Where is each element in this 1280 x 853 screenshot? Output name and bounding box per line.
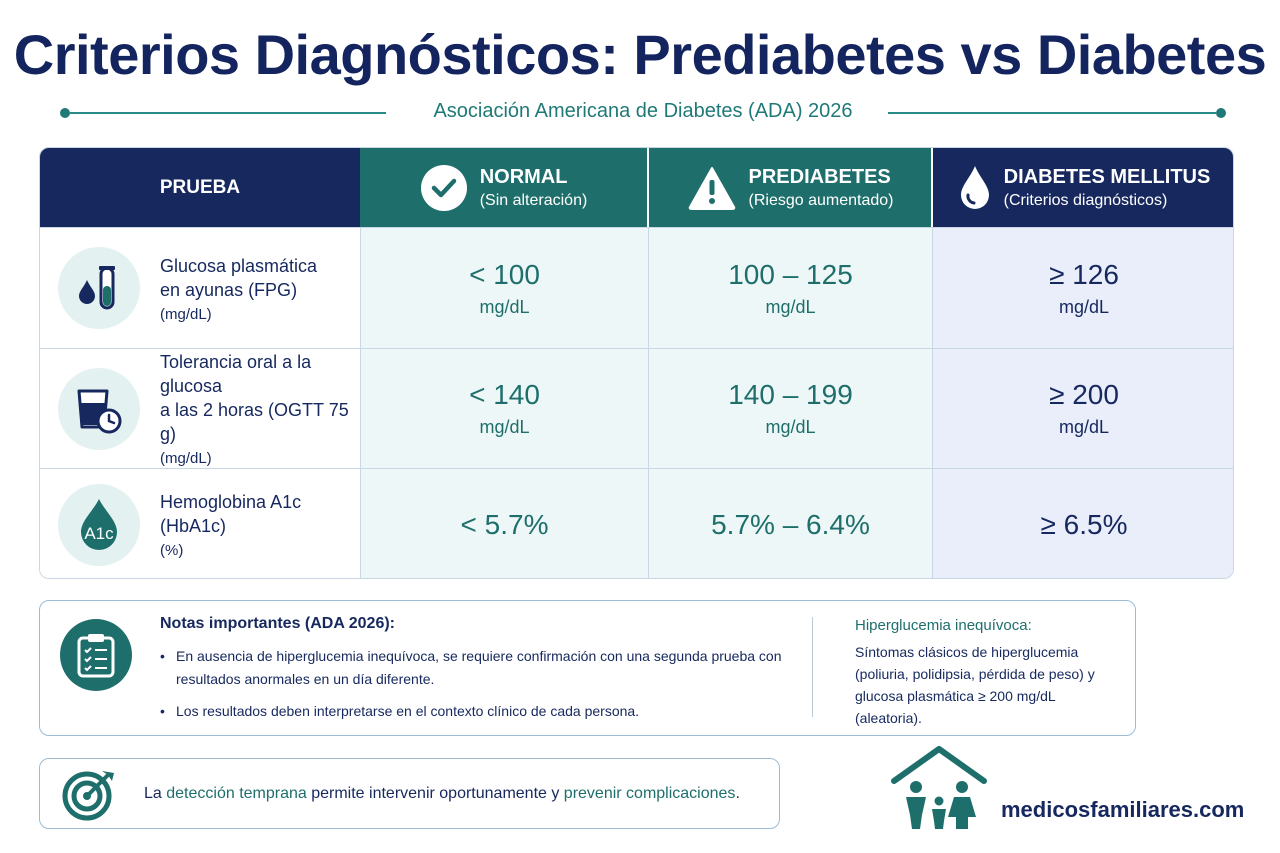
prediabetes-cell: 5.7% – 6.4% xyxy=(648,469,932,578)
test-unit: (mg/dL) xyxy=(160,305,212,323)
test-name: a las 2 horas (OGTT 75 g) xyxy=(160,400,349,444)
glass-clock-icon xyxy=(58,367,140,450)
tip-part: . xyxy=(735,784,740,802)
prediabetes-value: 140 – 199 xyxy=(728,379,853,410)
header-prediabetes-subtitle: (Riesgo aumentado) xyxy=(748,191,894,209)
family-house-icon xyxy=(891,746,987,829)
header-test: PRUEBA xyxy=(40,148,360,227)
tip-highlight: prevenir complicaciones xyxy=(563,784,736,802)
test-unit: (mg/dL) xyxy=(160,450,212,467)
list-item: Los resultados deben interpretarse en el… xyxy=(160,700,800,723)
value-unit: mg/dL xyxy=(765,417,816,437)
prediabetes-cell: 100 – 125 mg/dL xyxy=(648,228,932,348)
value-unit: mg/dL xyxy=(479,417,530,437)
warning-triangle-icon xyxy=(688,166,735,210)
page-title: Criterios Diagnósticos: Prediabetes vs D… xyxy=(13,23,1267,86)
header-diabetes-subtitle: (Criterios diagnósticos) xyxy=(1003,191,1168,209)
tip-highlight: detección temprana xyxy=(166,784,307,802)
notes-title: Notas importantes (ADA 2026): xyxy=(160,615,396,632)
header-normal-subtitle: (Sin alteración) xyxy=(479,191,588,209)
prediabetes-value: 5.7% – 6.4% xyxy=(711,508,870,540)
list-item: En ausencia de hiperglucemia inequívoca,… xyxy=(160,645,800,691)
test-cell: Glucosa plasmática en ayunas (FPG) (mg/d… xyxy=(40,228,360,348)
target-icon xyxy=(62,770,114,820)
table-row: Tolerancia oral a la glucosa a las 2 hor… xyxy=(40,348,1233,468)
test-cell: Tolerancia oral a la glucosa a las 2 hor… xyxy=(40,349,360,468)
tip-text: La detección temprana permite intervenir… xyxy=(144,785,740,803)
test-name: Hemoglobina A1c xyxy=(160,492,302,512)
normal-value: < 100 xyxy=(469,258,540,290)
brand-name[interactable]: medicosfamiliares.com xyxy=(1001,797,1245,822)
diabetes-value: ≥ 200 xyxy=(1049,379,1119,410)
hyperglycemia-text: Síntomas clásicos de hiperglucemia (poli… xyxy=(855,644,1095,726)
page-subtitle: Asociación Americana de Diabetes (ADA) 2… xyxy=(433,100,853,122)
table-header: PRUEBA NORMAL (Sin alteración) xyxy=(40,148,1233,227)
diabetes-cell: ≥ 200 mg/dL xyxy=(932,349,1233,468)
a1c-label: A1c xyxy=(84,524,114,543)
table-row: A1c Hemoglobina A1c (HbA1c) (%) < 5.7% 5… xyxy=(40,468,1233,578)
a1c-drop-icon: A1c xyxy=(58,483,140,566)
normal-value: < 5.7% xyxy=(460,508,549,540)
value-unit: mg/dL xyxy=(765,296,816,317)
tip-part: permite intervenir oportunamente y xyxy=(306,784,564,802)
notes-divider xyxy=(812,617,813,717)
brand-logo[interactable]: medicosfamiliares.com xyxy=(890,743,1244,833)
tip-box: La detección temprana permite intervenir… xyxy=(39,758,780,829)
clipboard-checklist-icon xyxy=(60,619,132,691)
test-name: Tolerancia oral a la glucosa xyxy=(160,352,312,396)
normal-cell: < 5.7% xyxy=(360,469,648,578)
test-cell: A1c Hemoglobina A1c (HbA1c) (%) xyxy=(40,469,360,578)
normal-value: < 140 xyxy=(469,379,540,410)
normal-cell: < 140 mg/dL xyxy=(360,349,648,468)
diabetes-value: ≥ 126 xyxy=(1049,258,1119,290)
blood-drop-test-tube-icon xyxy=(58,247,140,329)
header-diabetes-title: DIABETES MELLITUS xyxy=(1003,165,1211,188)
prediabetes-cell: 140 – 199 mg/dL xyxy=(648,349,932,468)
divider-dot xyxy=(1216,108,1226,118)
test-unit: (%) xyxy=(160,542,184,559)
header-prediabetes: PREDIABETES (Riesgo aumentado) xyxy=(649,148,931,227)
hyperglycemia-title: Hiperglucemia inequívoca: xyxy=(855,617,1032,634)
normal-cell: < 100 mg/dL xyxy=(360,228,648,348)
test-name: (HbA1c) xyxy=(160,516,227,536)
diabetes-cell: ≥ 6.5% xyxy=(932,469,1233,578)
value-unit: mg/dL xyxy=(1058,296,1110,317)
header-prediabetes-title: PREDIABETES xyxy=(748,165,891,188)
table-row: Glucosa plasmática en ayunas (FPG) (mg/d… xyxy=(40,227,1233,348)
notes-list: En ausencia de hiperglucemia inequívoca,… xyxy=(160,645,800,732)
divider-line xyxy=(888,112,1216,114)
divider-dot xyxy=(60,108,70,118)
divider-line xyxy=(70,112,386,114)
diabetes-cell: ≥ 126 mg/dL xyxy=(932,228,1233,348)
notes-box: Notas importantes (ADA 2026): En ausenci… xyxy=(39,600,1136,736)
value-unit: mg/dL xyxy=(1058,417,1110,437)
value-unit: mg/dL xyxy=(479,296,530,317)
criteria-table: PRUEBA NORMAL (Sin alteración) xyxy=(39,147,1234,579)
subtitle-row: Asociación Americana de Diabetes (ADA) 2… xyxy=(60,100,1226,126)
prediabetes-value: 100 – 125 xyxy=(728,258,853,290)
blood-drop-icon xyxy=(960,165,989,209)
tip-part: La xyxy=(144,784,167,802)
header-normal: NORMAL (Sin alteración) xyxy=(360,148,647,227)
test-name: Glucosa plasmática xyxy=(160,255,318,276)
test-name: en ayunas (FPG) xyxy=(160,279,298,300)
header-normal-title: NORMAL xyxy=(479,165,568,188)
header-diabetes: DIABETES MELLITUS (Criterios diagnóstico… xyxy=(933,148,1233,227)
diabetes-value: ≥ 6.5% xyxy=(1040,508,1128,540)
check-circle-icon xyxy=(420,164,467,211)
